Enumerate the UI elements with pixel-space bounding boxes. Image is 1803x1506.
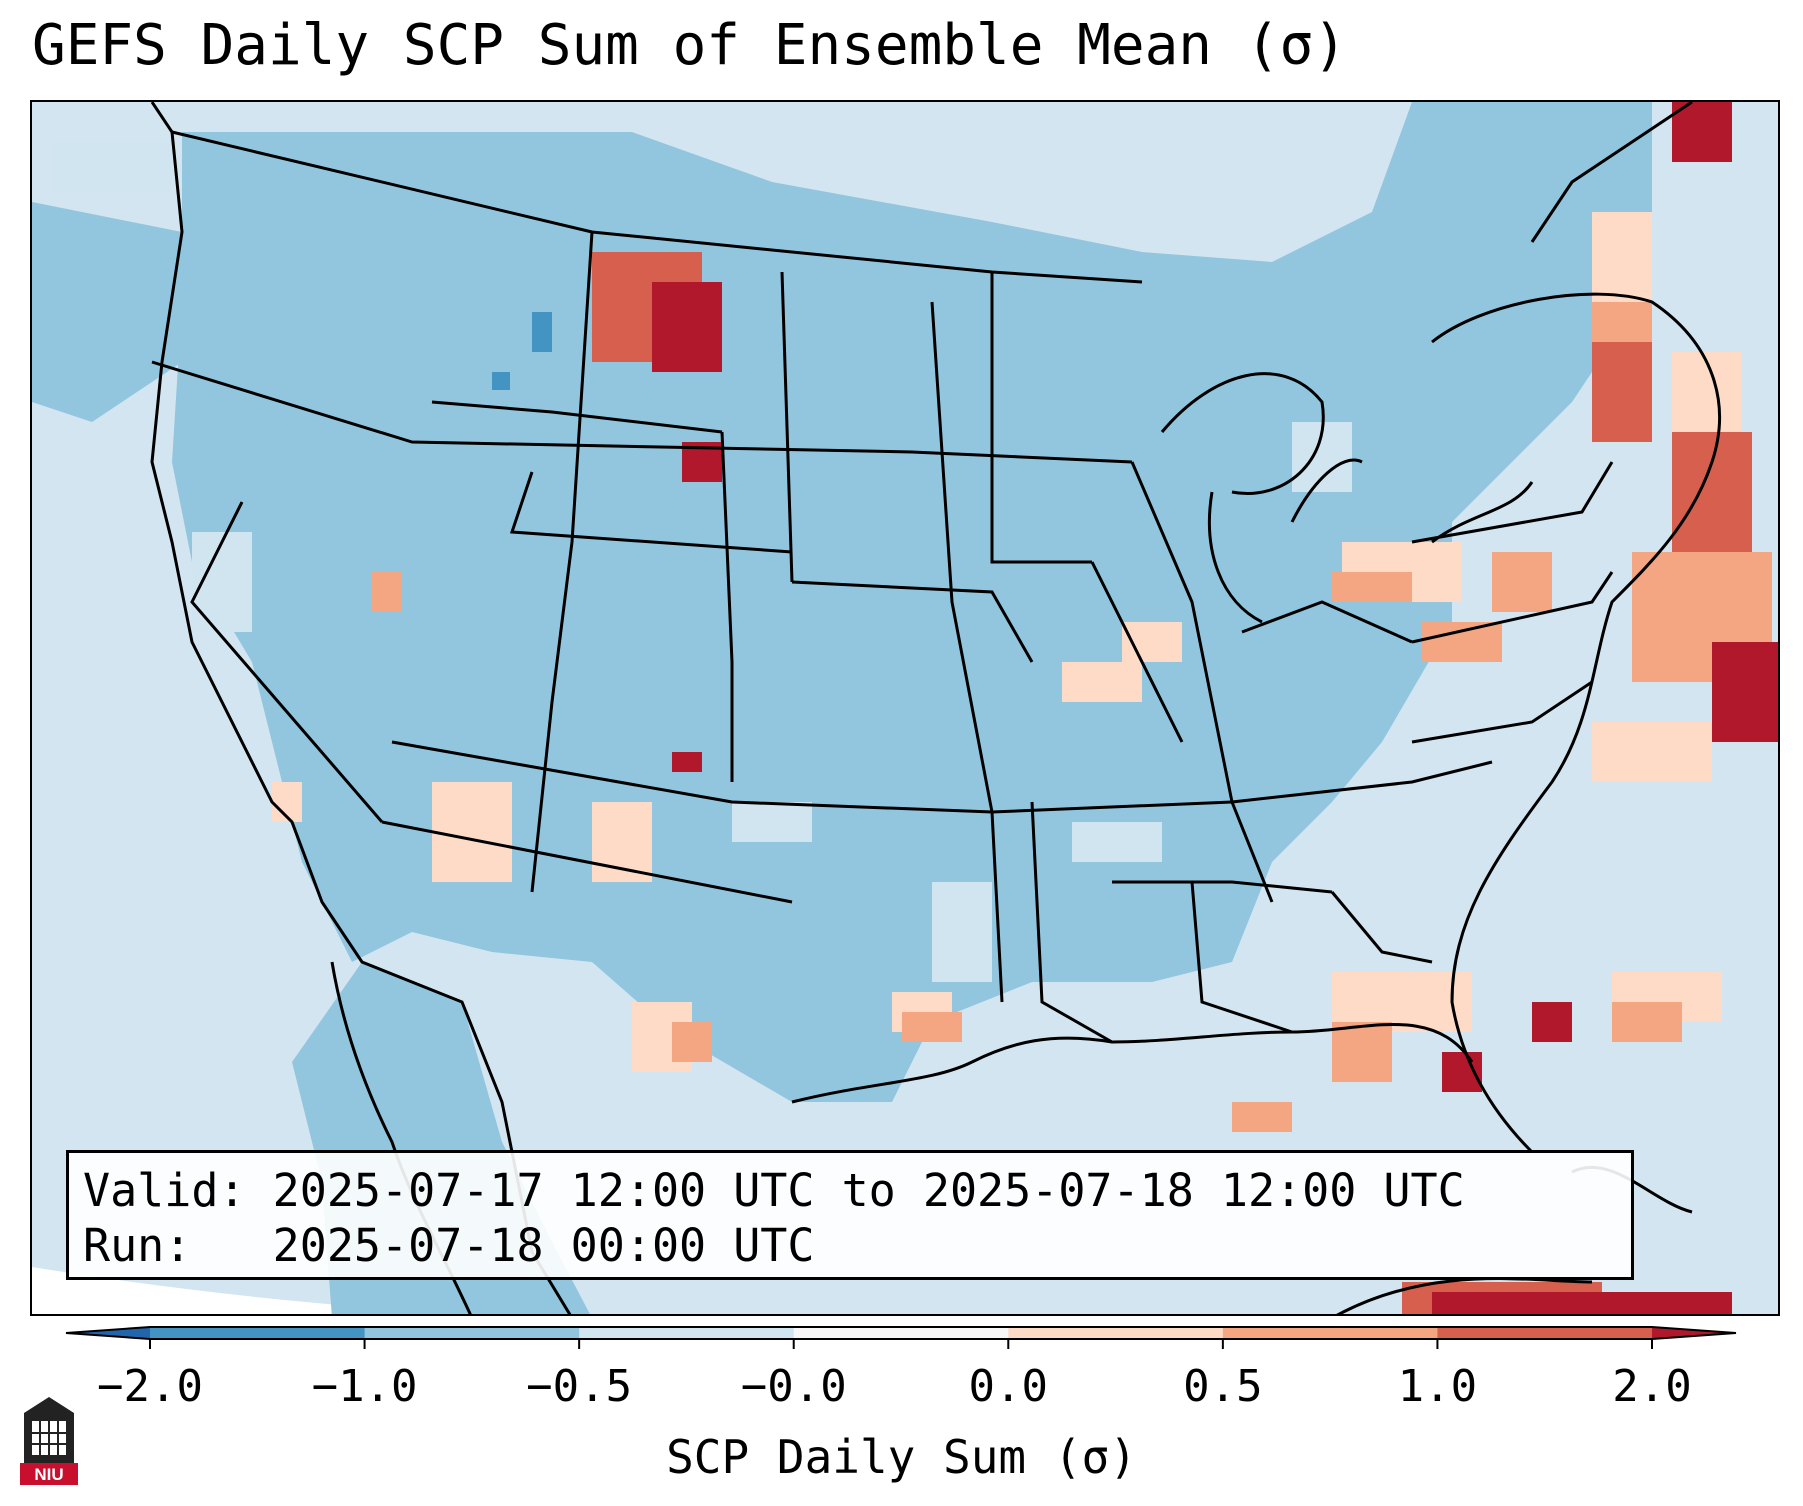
niu-logo: NIU: [20, 1397, 78, 1485]
logo-red-bar: [20, 1463, 78, 1485]
run-time-text: Run: 2025-07-18 00:00 UTC: [83, 1219, 815, 1272]
colorbar-bin: [1222, 1327, 1438, 1339]
colorbar-under-extend: [66, 1327, 150, 1339]
colorbar-bin: [150, 1327, 366, 1339]
colorbar-tick-label: 1.0: [1398, 1361, 1477, 1412]
colorbar-bin: [364, 1327, 580, 1339]
colorbar-bins: [150, 1327, 1653, 1339]
state-boundaries: [150, 102, 1614, 1314]
colorbar: −2.0 −1.0 −0.5 −0.0 0.0 0.5 1.0 2.0: [65, 1326, 1737, 1412]
map-edge-area: [32, 1267, 468, 1314]
colorbar-bin: [1008, 1327, 1224, 1339]
map-panel: [30, 100, 1780, 1316]
colorbar-tick-label: −1.0: [312, 1361, 418, 1412]
negative-anomaly-patches: [52, 142, 1352, 982]
validity-info-box: Valid: 2025-07-17 12:00 UTC to 2025-07-1…: [66, 1150, 1634, 1280]
colorbar-tick-label: 0.0: [969, 1361, 1048, 1412]
colorbar-over-extend: [1652, 1327, 1736, 1339]
colorbar-bin: [579, 1327, 795, 1339]
logo-text: NIU: [34, 1465, 63, 1484]
colorbar-bin: [793, 1327, 1009, 1339]
logo-window-grid: [32, 1421, 66, 1455]
colorbar-tick-label: −0.0: [741, 1361, 847, 1412]
colorbar-tick-label: −2.0: [97, 1361, 203, 1412]
colorbar-bin: [1437, 1327, 1653, 1339]
valid-time-text: Valid: 2025-07-17 12:00 UTC to 2025-07-1…: [83, 1164, 1465, 1217]
map-canvas: [32, 102, 1778, 1314]
colorbar-label: SCP Daily Sum (σ): [666, 1430, 1137, 1484]
colorbar-tick-label: −0.5: [526, 1361, 632, 1412]
colorbar-ticks: −2.0 −1.0 −0.5 −0.0 0.0 0.5 1.0 2.0: [97, 1339, 1692, 1412]
colorbar-tick-label: 0.5: [1183, 1361, 1262, 1412]
colorbar-tick-label: 2.0: [1612, 1361, 1691, 1412]
map-title: GEFS Daily SCP Sum of Ensemble Mean (σ): [32, 13, 1347, 78]
strong-negative-patches: [492, 312, 552, 390]
